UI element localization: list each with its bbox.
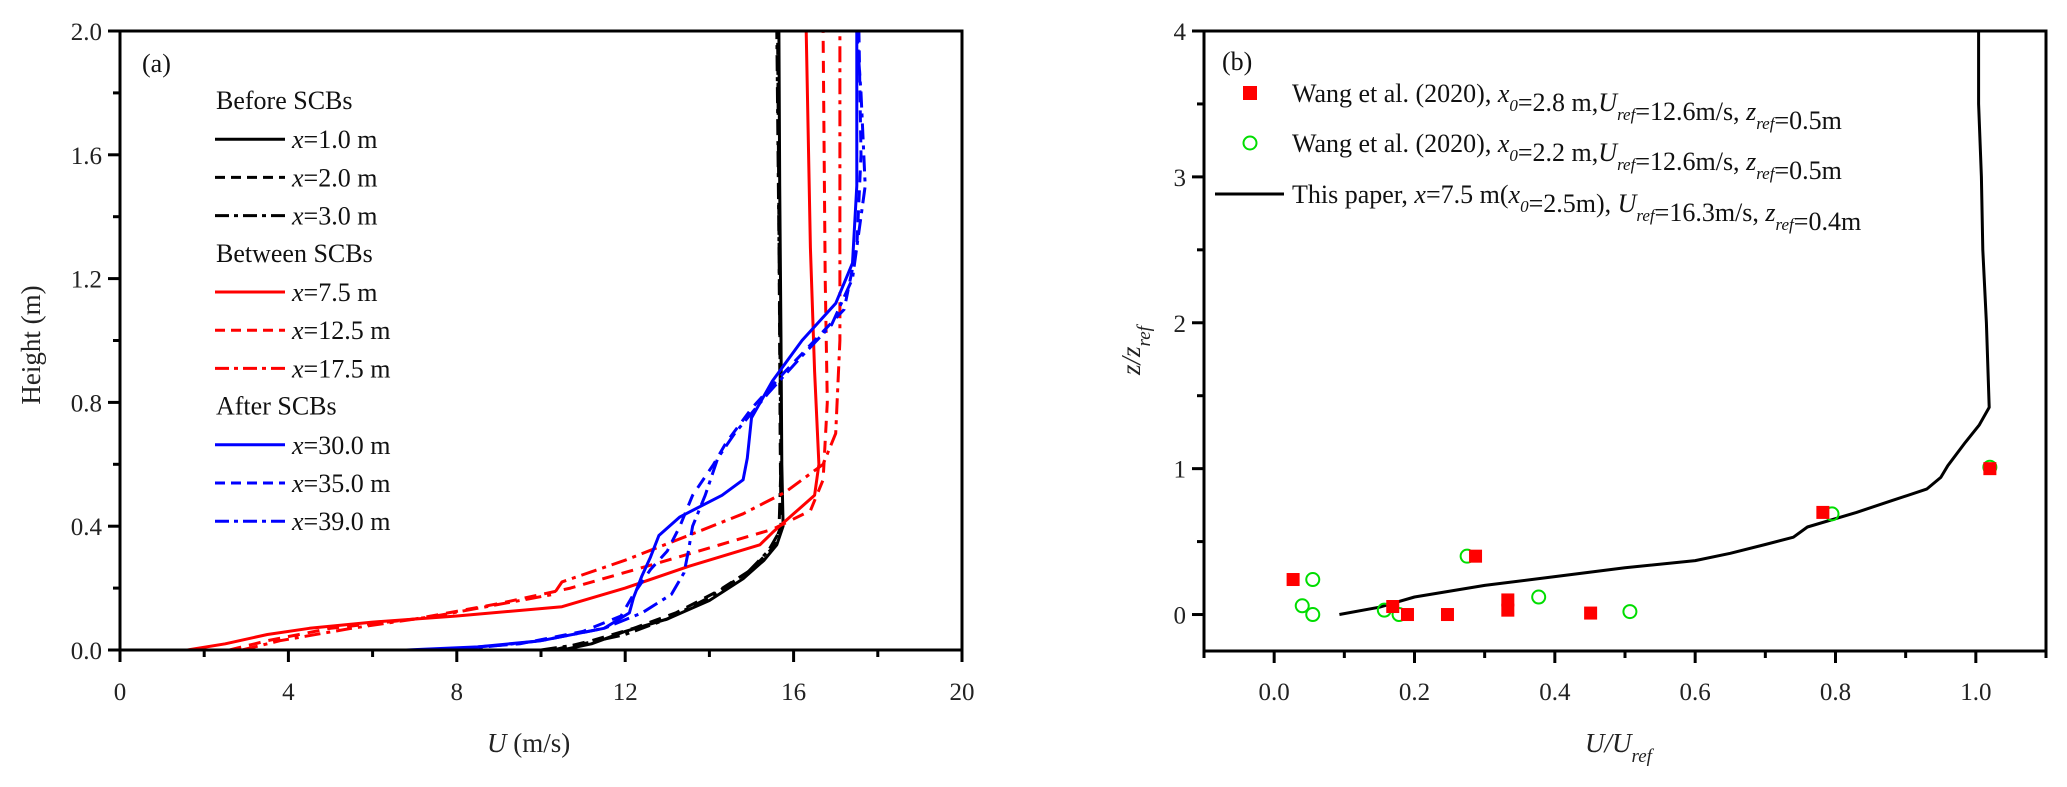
panel-a-xlabel: U (m/s) bbox=[487, 728, 570, 758]
legend-group-title: After SCBs bbox=[216, 392, 337, 421]
legend-label: x=12.5 m bbox=[291, 316, 390, 345]
panel-b-series bbox=[1286, 31, 1998, 623]
panel-b-xlabel-sub: ref bbox=[1632, 746, 1655, 767]
panel-b-xlabel: U/Uref bbox=[1585, 728, 1655, 767]
panel-a: 0 4 8 12 16 20 0.0 0.4 0.8 1.2 1.6 2.0 (a) Before S… bbox=[16, 19, 975, 758]
x-tick-label: 0.2 bbox=[1399, 679, 1430, 706]
panel-a-series bbox=[187, 30, 867, 652]
y-tick-label: 3 bbox=[1174, 165, 1187, 192]
data-point-circle bbox=[1622, 604, 1638, 620]
x-tick-label: 8 bbox=[451, 679, 464, 706]
data-point-square bbox=[1983, 462, 1997, 476]
legend-marker-circle bbox=[1242, 135, 1258, 151]
data-point-square bbox=[1501, 593, 1515, 607]
legend-label: x=7.5 m bbox=[291, 278, 377, 307]
x-tick-label: 4 bbox=[282, 679, 295, 706]
panel-b: 0.0 0.2 0.4 0.6 0.8 1.0 0 1 2 3 4 (b) Wang et al. … bbox=[1116, 19, 2048, 767]
series-line-x-39-0-m bbox=[456, 30, 867, 652]
x-tick-label: 12 bbox=[613, 679, 638, 706]
y-tick-label: 0.0 bbox=[71, 638, 102, 665]
panel-b-frame bbox=[1202, 29, 2048, 653]
panel-a-tag: (a) bbox=[142, 49, 171, 78]
x-tick-label: 16 bbox=[781, 679, 806, 706]
x-tick-label: 0.0 bbox=[1259, 679, 1290, 706]
y-tick-label: 1.6 bbox=[71, 143, 102, 170]
y-tick-label: 2.0 bbox=[71, 19, 102, 46]
series-line-this-paper bbox=[1339, 31, 1991, 616]
series-line-x-7-5-m bbox=[187, 30, 821, 652]
panel-b-ticks: 0.0 0.2 0.4 0.6 0.8 1.0 0 1 2 3 4 bbox=[1174, 19, 2048, 706]
legend-label: x=17.5 m bbox=[291, 354, 390, 383]
data-point-circle bbox=[1305, 607, 1321, 623]
legend-label: x=2.0 m bbox=[291, 163, 377, 192]
panel-a-frame bbox=[118, 29, 964, 652]
data-point-circle bbox=[1305, 572, 1321, 588]
y-tick-label: 4 bbox=[1174, 19, 1187, 46]
panel-b-ylabel: z/zref bbox=[1116, 323, 1155, 376]
legend-label: x=3.0 m bbox=[291, 202, 377, 231]
legend-label: x=39.0 m bbox=[291, 507, 390, 536]
series-line-x-1-0-m bbox=[561, 30, 785, 652]
data-point-circle bbox=[1294, 598, 1310, 614]
data-point-square bbox=[1386, 600, 1400, 614]
data-point-square bbox=[1440, 608, 1454, 622]
panel-a-xlabel-var: U bbox=[487, 728, 508, 758]
series-line-x-2-0-m bbox=[553, 30, 783, 652]
x-tick-label: 0 bbox=[114, 679, 127, 706]
data-point-square bbox=[1816, 505, 1830, 519]
legend-label: Wang et al. (2020), x0=2.8 m,Uref=12.6m/… bbox=[1292, 79, 1842, 135]
x-tick-label: 0.6 bbox=[1680, 679, 1711, 706]
panel-b-ylabel-main: z/z bbox=[1116, 346, 1146, 376]
x-tick-label: 0.8 bbox=[1820, 679, 1851, 706]
y-tick-label: 1.2 bbox=[71, 267, 102, 294]
data-point-square bbox=[1501, 603, 1515, 617]
panel-b-tag: (b) bbox=[1222, 47, 1252, 76]
data-point-square bbox=[1400, 608, 1414, 622]
x-tick-label: 1.0 bbox=[1960, 679, 1991, 706]
series-line-x-30-0-m bbox=[406, 31, 859, 652]
panel-a-legend: Before SCBs x=1.0 m x=2.0 m x=3.0 m Between … bbox=[215, 86, 390, 536]
data-point-square bbox=[1584, 606, 1598, 620]
legend-label: Wang et al. (2020), x0=2.2 m,Uref=12.6m/… bbox=[1292, 129, 1842, 185]
panel-a-ylabel: Height (m) bbox=[16, 285, 46, 404]
legend-label: This paper, x=7.5 m(x0=2.5m), Uref=16.3m… bbox=[1292, 180, 1861, 236]
data-point-square bbox=[1286, 573, 1300, 587]
legend-group-title: Before SCBs bbox=[216, 86, 353, 115]
y-tick-label: 0.4 bbox=[71, 514, 103, 541]
legend-marker-square bbox=[1243, 86, 1257, 100]
data-point-square bbox=[1469, 549, 1483, 563]
y-tick-label: 1 bbox=[1174, 457, 1187, 484]
panel-b-xlabel-main: U/U bbox=[1585, 728, 1633, 758]
x-tick-label: 20 bbox=[950, 679, 975, 706]
panel-b-legend: Wang et al. (2020), x0=2.8 m,Uref=12.6m/… bbox=[1215, 79, 1861, 236]
x-tick-label: 0.4 bbox=[1539, 679, 1571, 706]
y-tick-label: 2 bbox=[1174, 311, 1187, 338]
series-line-x-35-0-m bbox=[435, 30, 863, 652]
legend-label: x=1.0 m bbox=[291, 125, 377, 154]
panel-b-ylabel-sub: ref bbox=[1134, 323, 1155, 346]
y-tick-label: 0 bbox=[1174, 603, 1187, 630]
series-line-x-3-0-m bbox=[540, 30, 783, 652]
panel-a-ticks: 0 4 8 12 16 20 0.0 0.4 0.8 1.2 1.6 2.0 bbox=[71, 19, 975, 706]
legend-label: x=30.0 m bbox=[291, 431, 390, 460]
legend-label: x=35.0 m bbox=[291, 469, 390, 498]
legend-group-title: Between SCBs bbox=[216, 239, 373, 268]
panel-a-xlabel-unit: (m/s) bbox=[507, 728, 571, 758]
y-tick-label: 0.8 bbox=[71, 390, 102, 417]
data-point-circle bbox=[1531, 589, 1547, 605]
